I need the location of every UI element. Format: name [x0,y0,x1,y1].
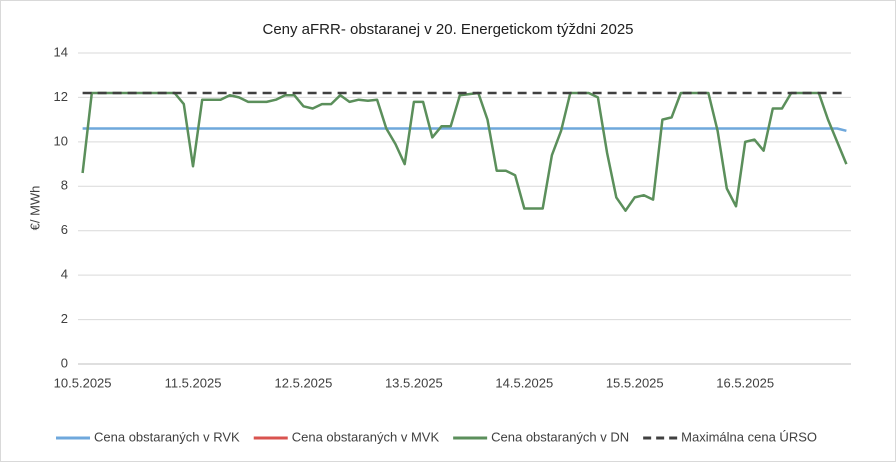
y-axis-label: €/ MWh [27,186,42,231]
series-line [81,91,848,212]
y-tick-label: 0 [61,355,68,370]
legend-label: Cena obstaraných v RVK [94,429,240,444]
legend-label: Maximálna cena ÚRSO [681,429,817,444]
x-tick-label: 15.5.2025 [606,375,664,390]
chart-title: Ceny aFRR- obstaranej v 20. Energetickom… [262,21,633,38]
x-tick-label: 16.5.2025 [716,375,774,390]
x-tick-label: 13.5.2025 [385,375,443,390]
y-tick-label: 12 [54,89,68,104]
y-tick-label: 6 [61,222,68,237]
y-tick-label: 8 [61,178,68,193]
y-tick-label: 10 [54,133,68,148]
legend-label: Cena obstaraných v DN [491,429,629,444]
y-tick-label: 2 [61,311,68,326]
y-tick-label: 4 [61,267,68,282]
series-line [82,127,847,133]
legend-label: Cena obstaraných v MVK [292,429,440,444]
x-tick-label: 11.5.2025 [165,375,222,390]
y-tick-label: 14 [54,44,68,59]
x-tick-label: 10.5.2025 [54,375,112,390]
x-tick-label: 12.5.2025 [275,375,333,390]
x-tick-label: 14.5.2025 [495,375,553,390]
